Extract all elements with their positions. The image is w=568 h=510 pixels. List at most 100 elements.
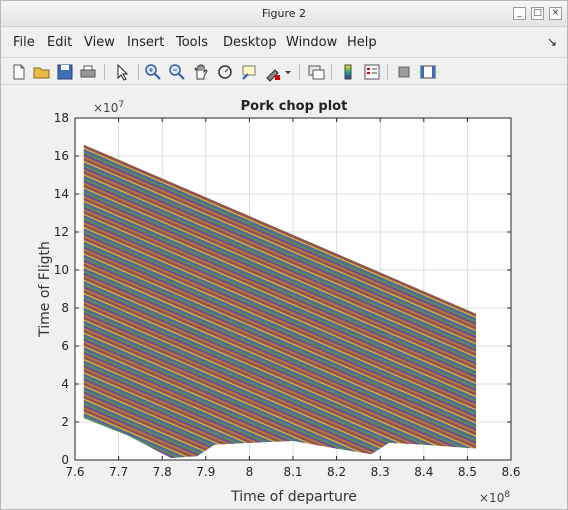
minimize-icon[interactable]: _ bbox=[513, 7, 526, 20]
contour-line bbox=[83, 202, 477, 378]
x-tick-label: 7.7 bbox=[109, 465, 128, 479]
contour-line bbox=[83, 235, 477, 411]
x-axis-label: Time of departure bbox=[230, 489, 357, 505]
x-tick-label: 8.4 bbox=[414, 465, 433, 479]
colorbar-icon[interactable] bbox=[338, 62, 358, 82]
contour-line bbox=[83, 262, 477, 437]
menu-desktop[interactable]: Desktop bbox=[223, 35, 277, 50]
hide-plot-tools-icon[interactable] bbox=[394, 62, 414, 82]
data-cursor-icon[interactable] bbox=[239, 62, 259, 82]
y-tick-label: 4 bbox=[61, 377, 69, 391]
contour-line bbox=[83, 255, 477, 431]
toolbar-separator bbox=[138, 64, 139, 80]
open-file-icon[interactable] bbox=[32, 62, 52, 82]
pork-chop-plot[interactable]: Pork chop plot ×107 ×108 Time of departu… bbox=[7, 87, 561, 505]
contour-line bbox=[83, 251, 477, 426]
contour-line bbox=[83, 385, 477, 459]
y-tick-label: 12 bbox=[54, 225, 69, 239]
contour-line bbox=[83, 394, 477, 459]
contour-line bbox=[83, 293, 477, 459]
contour-line bbox=[83, 319, 477, 459]
brush-dropdown-icon[interactable] bbox=[283, 62, 293, 82]
toolbar bbox=[1, 57, 567, 85]
save-icon[interactable] bbox=[55, 62, 75, 82]
toolbar-separator bbox=[299, 64, 300, 80]
menu-tools[interactable]: Tools bbox=[176, 35, 209, 50]
contour-line bbox=[83, 154, 477, 329]
contour-region bbox=[83, 144, 477, 459]
contour-line bbox=[83, 317, 477, 459]
rotate-3d-icon[interactable] bbox=[215, 62, 235, 82]
contour-line bbox=[83, 266, 477, 442]
close-icon[interactable]: × bbox=[549, 7, 562, 20]
contour-line bbox=[83, 145, 477, 321]
contour-line bbox=[83, 231, 477, 406]
print-icon[interactable] bbox=[78, 62, 98, 82]
x-tick-label: 8.1 bbox=[283, 465, 302, 479]
contour-line bbox=[83, 282, 477, 457]
contour-line bbox=[83, 374, 477, 459]
contour-line bbox=[83, 183, 477, 358]
contour-line bbox=[83, 350, 477, 459]
contour-line bbox=[83, 332, 477, 459]
figure-canvas: Pork chop plot ×107 ×108 Time of departu… bbox=[7, 87, 561, 505]
contour-line bbox=[83, 290, 477, 459]
menu-help[interactable]: Help bbox=[347, 35, 377, 50]
y-tick-label: 18 bbox=[54, 111, 69, 125]
menu-insert[interactable]: Insert bbox=[127, 35, 165, 50]
chart-title: Pork chop plot bbox=[241, 99, 348, 114]
contour-line bbox=[83, 220, 477, 395]
contour-line bbox=[83, 196, 477, 371]
zoom-in-icon[interactable] bbox=[143, 62, 163, 82]
maximize-icon[interactable]: □ bbox=[531, 7, 544, 20]
legend-icon[interactable] bbox=[362, 62, 382, 82]
new-figure-icon[interactable] bbox=[9, 62, 29, 82]
contour-line bbox=[83, 330, 477, 459]
contour-line bbox=[83, 337, 477, 459]
contour-line bbox=[83, 403, 477, 459]
contour-line bbox=[83, 271, 477, 446]
contour-line bbox=[83, 180, 477, 356]
brush-icon[interactable] bbox=[263, 62, 283, 82]
contour-line bbox=[83, 222, 477, 398]
contour-line bbox=[83, 326, 477, 459]
menu-edit[interactable]: Edit bbox=[47, 35, 73, 50]
show-plot-tools-icon[interactable] bbox=[418, 62, 438, 82]
menu-file[interactable]: File bbox=[13, 35, 35, 50]
contour-line bbox=[83, 198, 477, 373]
zoom-out-icon[interactable] bbox=[167, 62, 187, 82]
dock-arrow-icon[interactable]: ↘ bbox=[546, 35, 557, 49]
contour-line bbox=[83, 169, 477, 345]
contour-line bbox=[83, 172, 477, 347]
contour-line bbox=[83, 409, 477, 459]
toolbar-separator bbox=[387, 64, 388, 80]
title-bar: Figure 2 _ □ × bbox=[1, 1, 567, 27]
contour-line bbox=[83, 414, 477, 459]
contour-line bbox=[83, 147, 477, 323]
y-axis-label: Time of Fligth bbox=[37, 241, 53, 338]
y-tick-label: 6 bbox=[61, 339, 69, 353]
contour-line bbox=[83, 161, 477, 336]
contour-line bbox=[83, 163, 477, 338]
y-tick-label: 2 bbox=[61, 415, 69, 429]
menu-view[interactable]: View bbox=[84, 35, 115, 50]
select-arrow-icon[interactable] bbox=[112, 62, 132, 82]
link-plot-icon[interactable] bbox=[306, 62, 326, 82]
contour-line bbox=[83, 187, 477, 362]
menu-window[interactable]: Window bbox=[286, 35, 338, 50]
y-tick-label: 14 bbox=[54, 187, 69, 201]
contour-line bbox=[83, 144, 477, 318]
y-tick-label: 16 bbox=[54, 149, 69, 163]
contour-line bbox=[83, 376, 477, 459]
contour-line bbox=[83, 218, 477, 393]
contour-line bbox=[83, 341, 477, 459]
contour-line bbox=[83, 268, 477, 444]
contour-line bbox=[83, 150, 477, 325]
contour-line bbox=[83, 295, 477, 459]
contour-line bbox=[83, 229, 477, 404]
contour-line bbox=[83, 216, 477, 391]
contour-line bbox=[83, 279, 477, 455]
x-tick-label: 8.3 bbox=[371, 465, 390, 479]
pan-icon[interactable] bbox=[191, 62, 211, 82]
